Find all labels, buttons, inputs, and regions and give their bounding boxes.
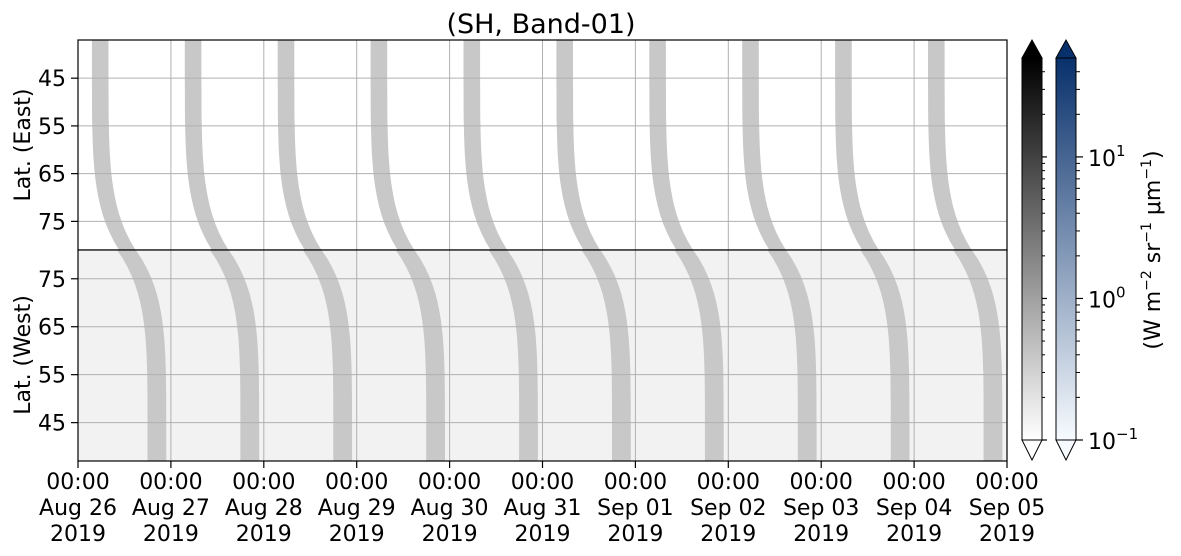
xtick-time: 00:00 [139, 470, 202, 495]
swath-east-8 [835, 40, 879, 250]
xtick-date: Aug 30 [411, 496, 489, 521]
colorbar-blue [1055, 57, 1077, 441]
swath-east-2 [277, 40, 322, 250]
xtick-date: Sep 05 [969, 496, 1045, 521]
ytick-label-west: 75 [38, 268, 66, 293]
colorbar-extend-top [1021, 38, 1043, 59]
xtick-year: 2019 [143, 522, 199, 547]
swath-east-5 [556, 40, 601, 250]
xtick-date: Aug 31 [504, 496, 582, 521]
swath-west-6 [674, 250, 724, 461]
xtick-year: 2019 [515, 522, 571, 547]
swath-west-8 [860, 250, 910, 461]
xtick-year: 2019 [979, 522, 1035, 547]
chart-title: (SH, Band-01) [446, 9, 635, 40]
swath-west-5 [581, 250, 631, 461]
xtick-date: Sep 03 [783, 496, 859, 521]
xtick-date: Sep 01 [597, 496, 673, 521]
ytick-label-east: 45 [38, 67, 66, 92]
colorbar-label: (W m−2 sr−1 μm−1) [1139, 150, 1166, 349]
xtick-time: 00:00 [325, 470, 388, 495]
swath-west-2 [302, 250, 353, 461]
swath-east-1 [184, 40, 229, 250]
panel-east: 45 55 65 75 [38, 39, 1008, 251]
xtick-year: 2019 [236, 522, 292, 547]
colorbar-extend-bottom [1055, 439, 1077, 462]
swath-east-4 [463, 40, 508, 250]
xtick-date: Aug 26 [39, 496, 117, 521]
xtick-time: 00:00 [418, 470, 481, 495]
swath-west-0 [117, 250, 167, 461]
xtick-time: 00:00 [882, 470, 945, 495]
swath-west-3 [395, 250, 445, 461]
xtick-date: Sep 02 [690, 496, 766, 521]
xtick-time: 00:00 [975, 470, 1038, 495]
xtick-time: 00:00 [789, 470, 852, 495]
grid-east [77, 40, 1008, 250]
xtick-year: 2019 [329, 522, 385, 547]
colorbar-extend-top [1055, 38, 1077, 59]
xtick-date: Aug 27 [132, 496, 210, 521]
ytick-label-west: 65 [38, 316, 66, 341]
swath-east-3 [370, 40, 415, 250]
swath-west-7 [767, 250, 817, 461]
swath-east-0 [91, 40, 136, 250]
colorbar-tick-label: 101 [1088, 142, 1126, 172]
xtick-year: 2019 [422, 522, 478, 547]
panel-west: 75 65 55 45 [38, 249, 1008, 462]
xtick-year: 2019 [50, 522, 106, 547]
ytick-label-west: 45 [38, 412, 66, 437]
ytick-label-east: 75 [38, 210, 66, 235]
ytick-label-east: 65 [38, 163, 66, 188]
xtick-date: Sep 04 [876, 496, 952, 521]
xtick-year: 2019 [607, 522, 663, 547]
xtick-time: 00:00 [232, 470, 295, 495]
swath-east-6 [649, 40, 693, 250]
ytick-label-east: 55 [38, 115, 66, 140]
xtick-year: 2019 [793, 522, 849, 547]
xtick-date: Aug 28 [225, 496, 303, 521]
swath-east-9 [928, 40, 972, 250]
ylabel-west: Lat. (West) [11, 295, 36, 415]
xtick-date: Aug 29 [318, 496, 396, 521]
xtick-time: 00:00 [46, 470, 109, 495]
colorbar-tick-label: 10−1 [1088, 425, 1138, 455]
swath-east-7 [742, 40, 786, 250]
xtick-time: 00:00 [697, 470, 760, 495]
xtick-time: 00:00 [511, 470, 574, 495]
colorbar-extend-bottom [1021, 439, 1043, 462]
xtick-year: 2019 [700, 522, 756, 547]
xtick-year: 2019 [886, 522, 942, 547]
ytick-label-west: 55 [38, 364, 66, 389]
swath-west-1 [209, 250, 260, 461]
swath-west-9 [953, 250, 1003, 461]
ylabel-east: Lat. (East) [11, 89, 36, 202]
xtick-time: 00:00 [604, 470, 667, 495]
swath-west-4 [488, 250, 538, 461]
colorbar-tick-label: 100 [1088, 283, 1126, 313]
colorbar-gray [1021, 57, 1043, 441]
